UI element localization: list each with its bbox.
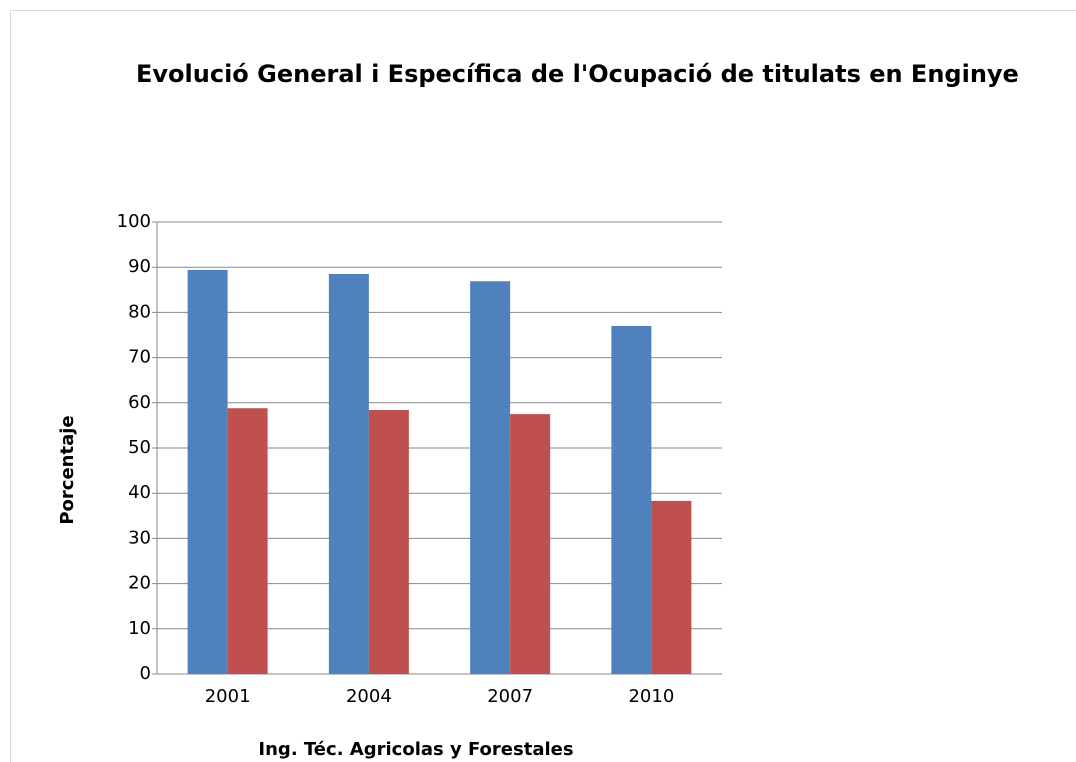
chart-border: [10, 10, 1076, 762]
y-tick-label: 40: [128, 482, 151, 503]
y-tick-label: 20: [128, 573, 151, 594]
y-axis-title: Porcentaje: [57, 415, 78, 524]
bar: [187, 269, 228, 674]
bar: [328, 273, 369, 674]
y-tick-label: 60: [128, 392, 151, 413]
bar: [227, 408, 268, 674]
bar: [510, 414, 551, 674]
x-tick-label: 2001: [205, 686, 251, 707]
y-tick-label: 90: [128, 256, 151, 277]
x-tick-label: 2010: [628, 686, 674, 707]
y-tick-label: 30: [128, 527, 151, 548]
y-tick-label: 10: [128, 618, 151, 639]
bar: [368, 410, 409, 674]
x-tick-label: 2004: [346, 686, 392, 707]
x-axis-title: Ing. Téc. Agricolas y Forestales: [258, 739, 573, 760]
bar: [611, 325, 652, 674]
y-tick-label: 0: [140, 663, 151, 684]
y-tick-label: 50: [128, 437, 151, 458]
x-tick-label: 2007: [487, 686, 533, 707]
bar: [651, 500, 692, 674]
y-tick-label: 70: [128, 347, 151, 368]
y-tick-label: 80: [128, 301, 151, 322]
y-tick-label: 100: [117, 211, 151, 232]
chart-title: Evolució General i Específica de l'Ocupa…: [136, 60, 1019, 88]
bar: [470, 281, 511, 674]
